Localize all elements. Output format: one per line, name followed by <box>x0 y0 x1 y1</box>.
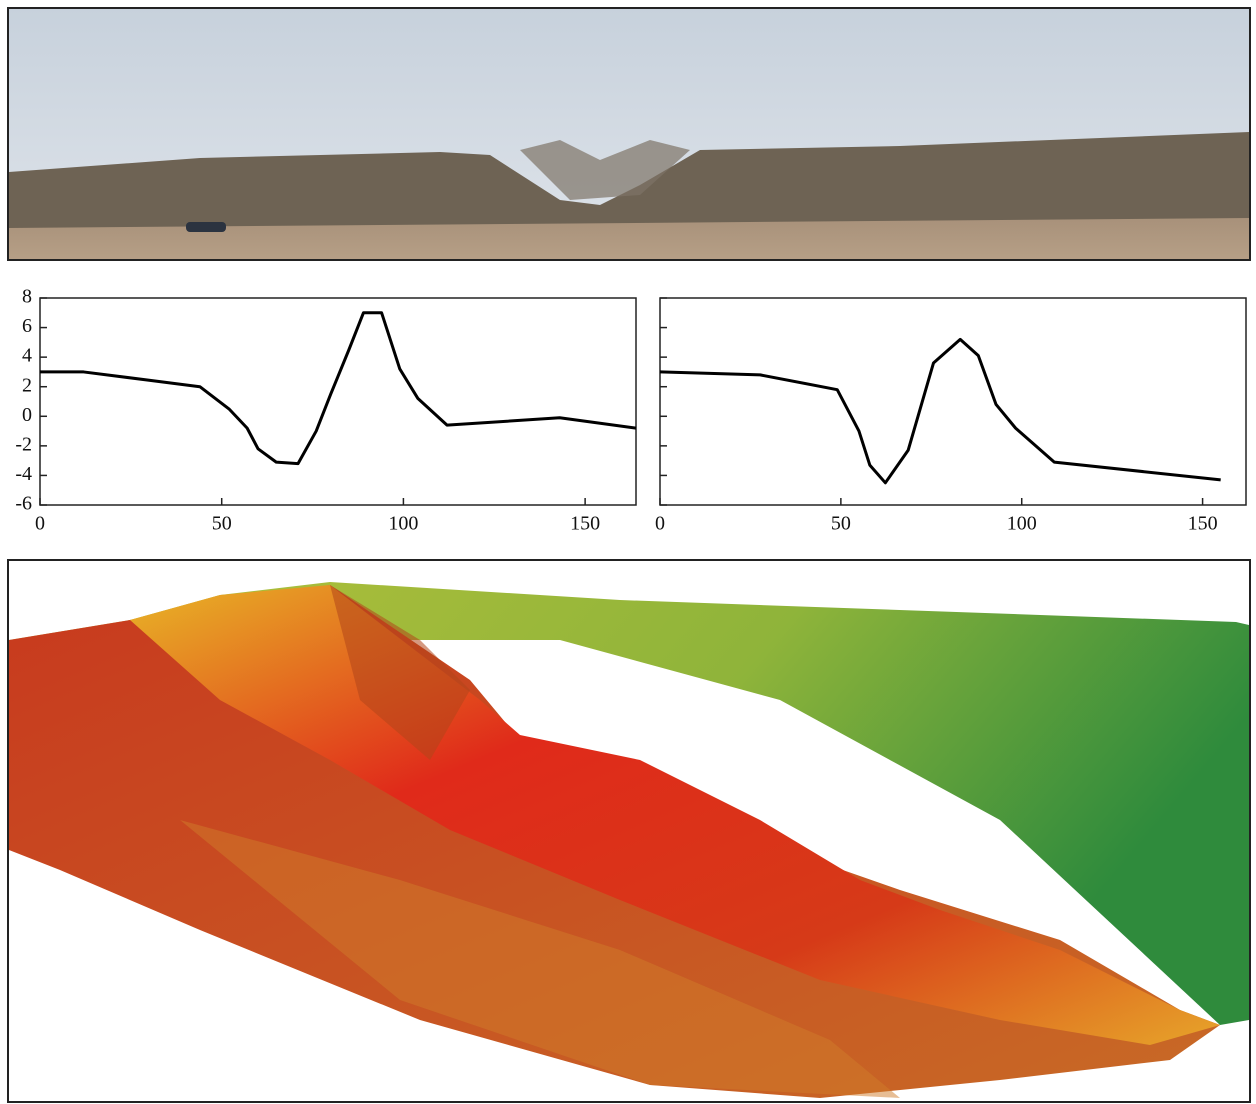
x-tick-label: 0 <box>35 513 45 535</box>
x-tick-label: 150 <box>570 513 600 535</box>
plot-frame <box>39 297 637 506</box>
plot-frame <box>659 297 1247 506</box>
data-line <box>40 311 637 466</box>
x-tick-label: 150 <box>1188 513 1218 535</box>
y-tick-label: 4 <box>22 345 32 367</box>
x-tick-label: 100 <box>1007 513 1037 535</box>
y-tick-label: -4 <box>15 463 32 485</box>
photo <box>7 7 1251 261</box>
x-tick-label: 50 <box>831 513 851 535</box>
y-tick-label: 6 <box>22 315 32 337</box>
x-tick-label: 50 <box>212 513 232 535</box>
y-tick-label: 0 <box>22 404 32 426</box>
x-tick-label: 100 <box>388 513 418 535</box>
y-tick-label: 8 <box>22 286 32 308</box>
y-tick-label: -6 <box>15 493 32 515</box>
y-tick-label: 2 <box>22 374 32 396</box>
x-tick-label: 0 <box>655 513 665 535</box>
data-line <box>659 337 1221 485</box>
y-tick-label: -2 <box>15 433 32 455</box>
terrain-render <box>7 559 1251 1103</box>
